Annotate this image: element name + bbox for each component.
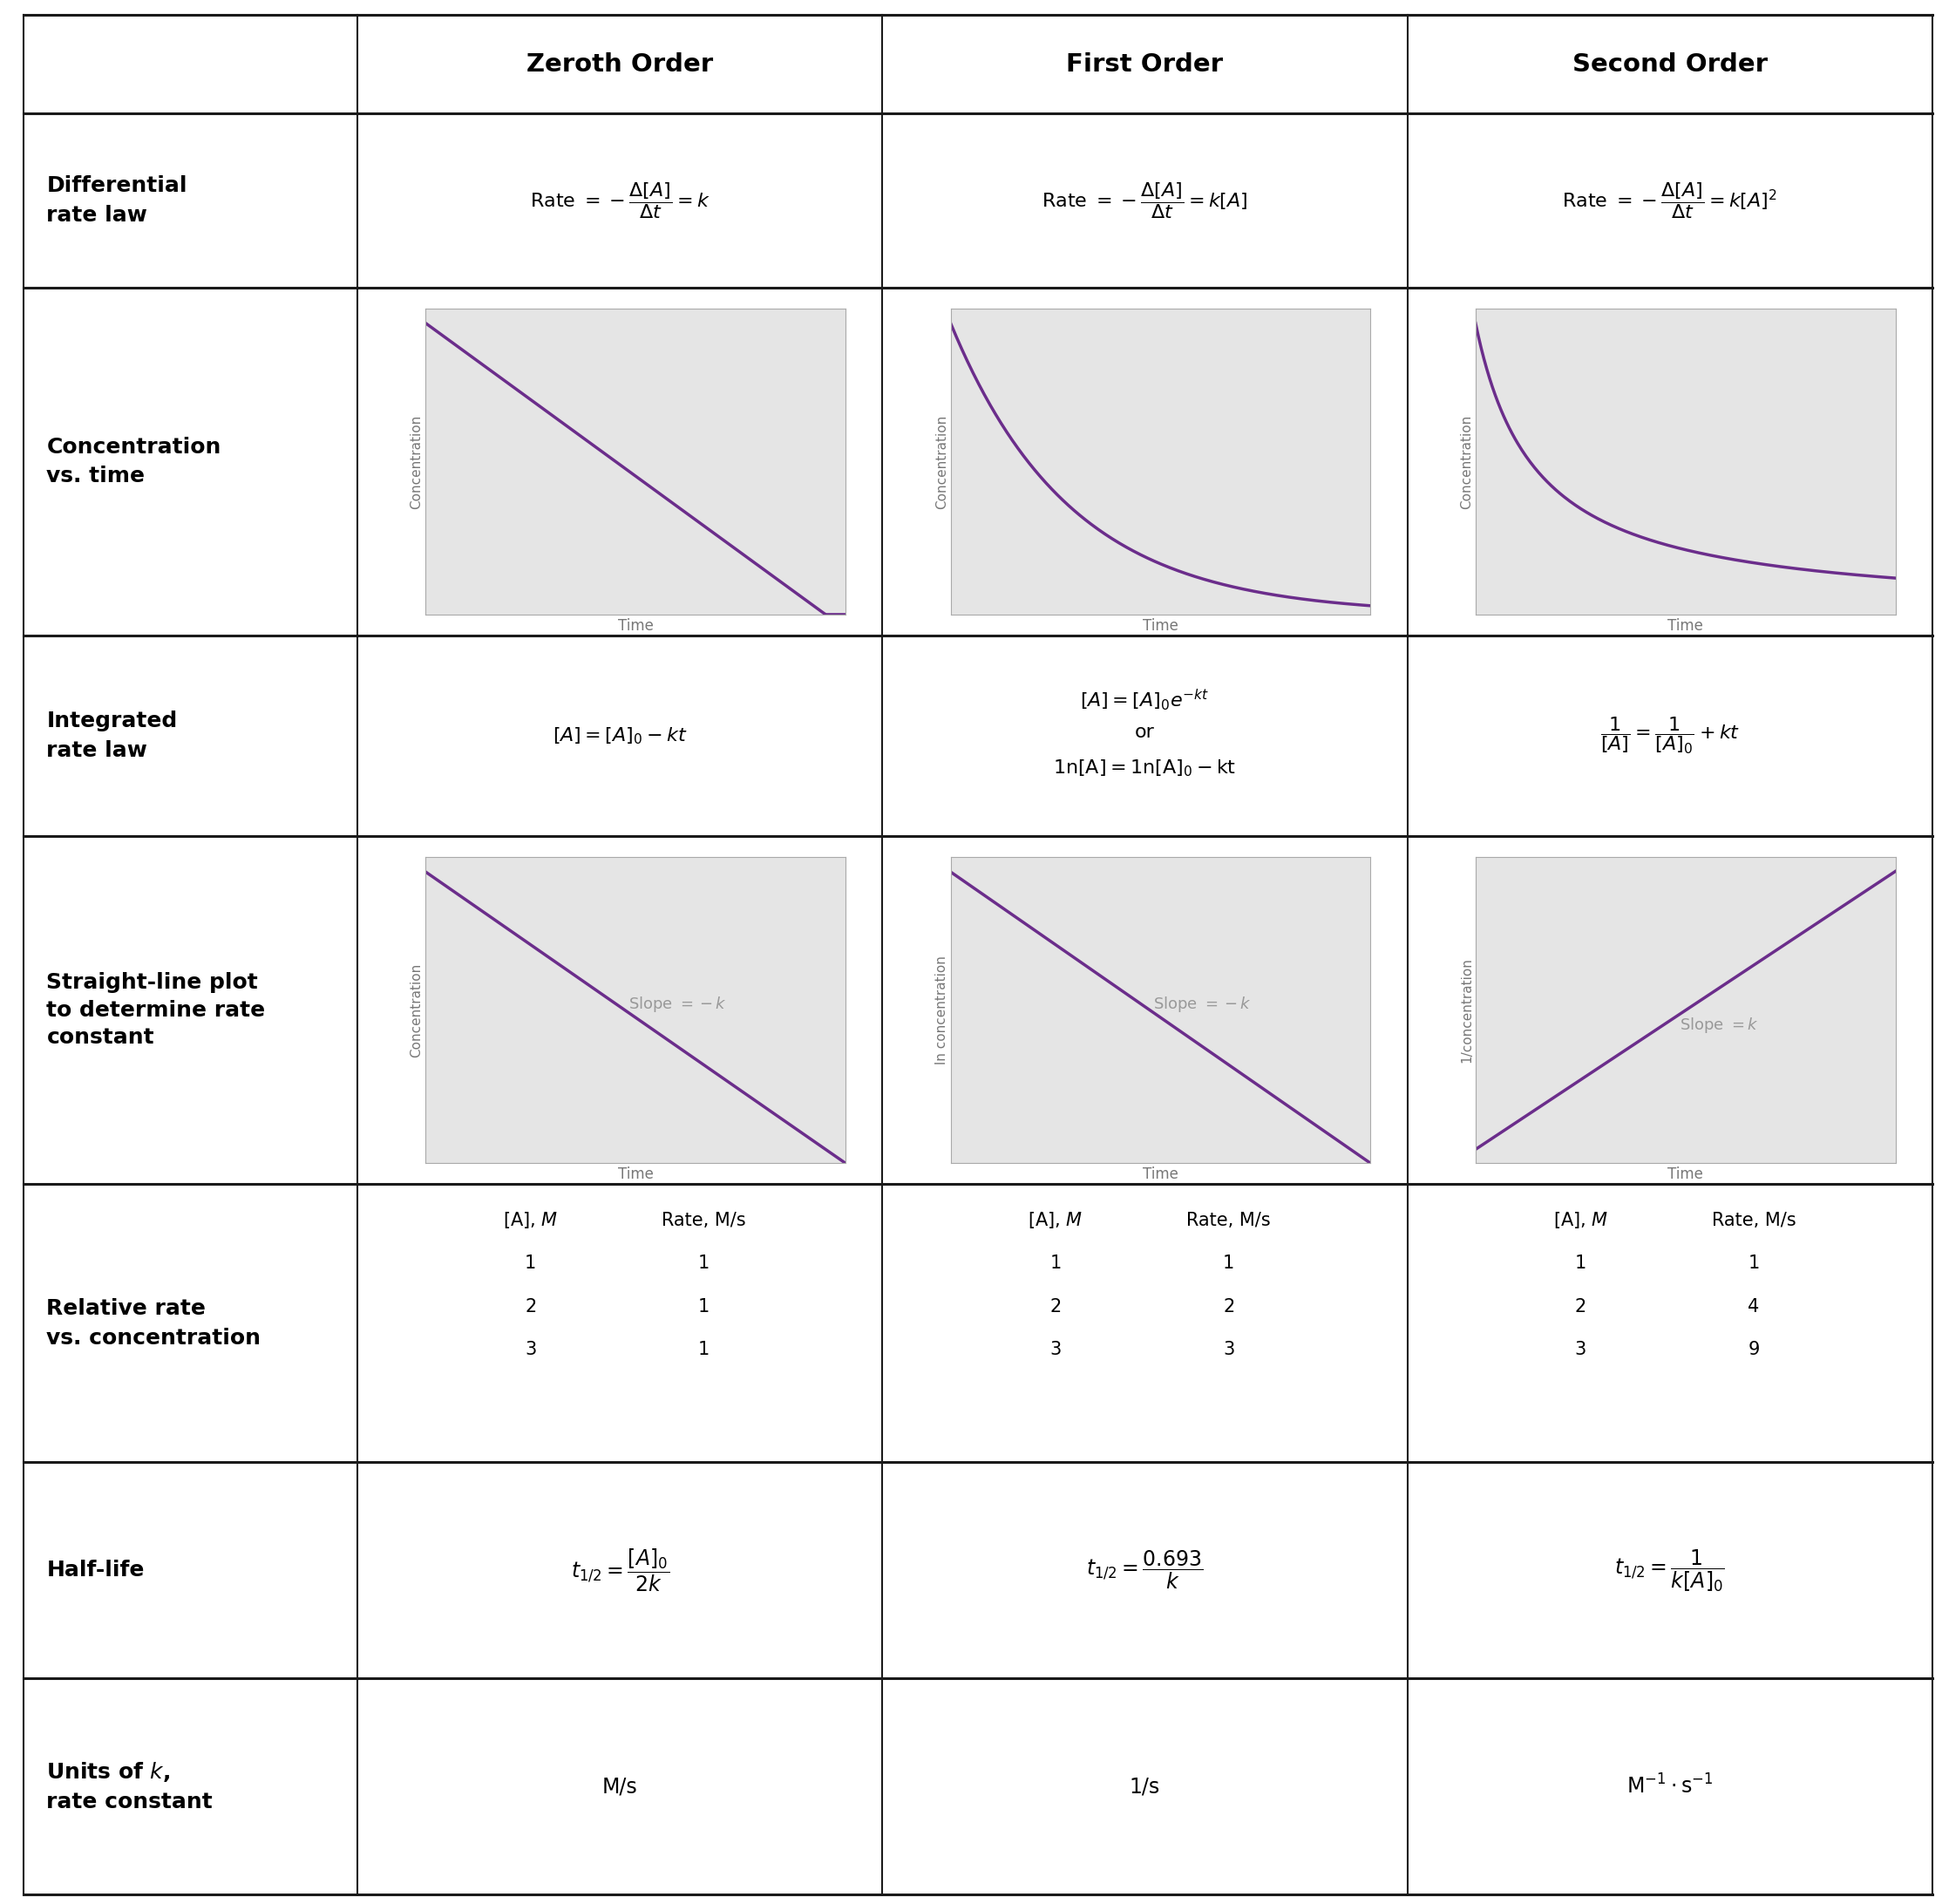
- Text: M/s: M/s: [602, 1776, 637, 1797]
- Y-axis label: Concentration: Concentration: [936, 415, 948, 508]
- Text: 9: 9: [1748, 1340, 1759, 1358]
- Text: $\mathrm{M^{-1}\cdot s^{-1}}$: $\mathrm{M^{-1}\cdot s^{-1}}$: [1625, 1775, 1713, 1797]
- Text: Rate $= -\dfrac{\Delta[A]}{\Delta t} = k[A]$: Rate $= -\dfrac{\Delta[A]}{\Delta t} = k…: [1041, 181, 1249, 221]
- Text: or: or: [1134, 724, 1155, 741]
- X-axis label: Time: Time: [1668, 619, 1703, 634]
- Text: Rate $= -\dfrac{\Delta[A]}{\Delta t} = k$: Rate $= -\dfrac{\Delta[A]}{\Delta t} = k…: [530, 181, 711, 221]
- Text: 3: 3: [1223, 1340, 1235, 1358]
- Text: 2: 2: [524, 1299, 536, 1316]
- Text: 2: 2: [1051, 1299, 1062, 1316]
- Text: $[A] = [A]_0 - kt$: $[A] = [A]_0 - kt$: [552, 725, 687, 746]
- Text: Differential
rate law: Differential rate law: [47, 175, 186, 225]
- Y-axis label: Concentration: Concentration: [410, 963, 423, 1057]
- Text: Concentration
vs. time: Concentration vs. time: [47, 436, 221, 487]
- Text: 1: 1: [1748, 1255, 1759, 1272]
- Text: 1/s: 1/s: [1130, 1776, 1159, 1797]
- Text: Slope $= -k$: Slope $= -k$: [1154, 994, 1253, 1013]
- Y-axis label: Concentration: Concentration: [1460, 415, 1474, 508]
- Text: 2: 2: [1223, 1299, 1235, 1316]
- Text: Relative rate
vs. concentration: Relative rate vs. concentration: [47, 1299, 260, 1348]
- Text: [A], $M$: [A], $M$: [1027, 1211, 1084, 1230]
- X-axis label: Time: Time: [1668, 1167, 1703, 1182]
- Text: 1: 1: [697, 1340, 709, 1358]
- Text: 3: 3: [524, 1340, 536, 1358]
- Text: 3: 3: [1575, 1340, 1587, 1358]
- X-axis label: Time: Time: [1142, 619, 1179, 634]
- Text: Rate, M/s: Rate, M/s: [662, 1211, 746, 1228]
- Text: [A], $M$: [A], $M$: [503, 1211, 557, 1230]
- Text: $\mathrm{1n[A] = 1n[A]_0 - kt}$: $\mathrm{1n[A] = 1n[A]_0 - kt}$: [1053, 758, 1237, 779]
- Text: Integrated
rate law: Integrated rate law: [47, 710, 177, 762]
- Text: Straight-line plot
to determine rate
constant: Straight-line plot to determine rate con…: [47, 973, 266, 1049]
- Text: $t_{1/2} = \dfrac{[A]_0}{2k}$: $t_{1/2} = \dfrac{[A]_0}{2k}$: [571, 1546, 670, 1594]
- Text: 2: 2: [1575, 1299, 1587, 1316]
- Y-axis label: Concentration: Concentration: [410, 415, 423, 508]
- X-axis label: Time: Time: [618, 619, 653, 634]
- Text: $\dfrac{1}{[A]} = \dfrac{1}{[A]_0} + kt$: $\dfrac{1}{[A]} = \dfrac{1}{[A]_0} + kt$: [1600, 716, 1740, 756]
- Text: 1: 1: [1223, 1255, 1235, 1272]
- Text: Slope $= -k$: Slope $= -k$: [629, 994, 726, 1013]
- Text: Rate $= -\dfrac{\Delta[A]}{\Delta t} = k[A]^2$: Rate $= -\dfrac{\Delta[A]}{\Delta t} = k…: [1561, 181, 1777, 221]
- Y-axis label: ln concentration: ln concentration: [936, 956, 948, 1064]
- Text: $t_{1/2} = \dfrac{0.693}{k}$: $t_{1/2} = \dfrac{0.693}{k}$: [1086, 1550, 1204, 1592]
- Text: Rate, M/s: Rate, M/s: [1711, 1211, 1796, 1228]
- Text: $t_{1/2} = \dfrac{1}{k[A]_0}$: $t_{1/2} = \dfrac{1}{k[A]_0}$: [1614, 1548, 1724, 1594]
- X-axis label: Time: Time: [1142, 1167, 1179, 1182]
- Text: 3: 3: [1051, 1340, 1062, 1358]
- Text: 1: 1: [697, 1299, 709, 1316]
- Text: Half-life: Half-life: [47, 1559, 144, 1580]
- Text: 1: 1: [1575, 1255, 1587, 1272]
- Text: Rate, M/s: Rate, M/s: [1187, 1211, 1270, 1228]
- Text: Slope $= k$: Slope $= k$: [1680, 1017, 1759, 1036]
- Text: [A], $M$: [A], $M$: [1554, 1211, 1608, 1230]
- Text: $[A] = [A]_0 e^{-kt}$: $[A] = [A]_0 e^{-kt}$: [1080, 687, 1210, 712]
- Text: 1: 1: [1051, 1255, 1062, 1272]
- Text: 4: 4: [1748, 1299, 1759, 1316]
- Text: Units of $k$,
rate constant: Units of $k$, rate constant: [47, 1759, 214, 1813]
- X-axis label: Time: Time: [618, 1167, 653, 1182]
- Text: 1: 1: [524, 1255, 536, 1272]
- Text: Zeroth Order: Zeroth Order: [526, 51, 713, 76]
- Y-axis label: 1/concentration: 1/concentration: [1460, 958, 1474, 1062]
- Text: First Order: First Order: [1066, 51, 1223, 76]
- Text: Second Order: Second Order: [1573, 51, 1767, 76]
- Text: 1: 1: [697, 1255, 709, 1272]
